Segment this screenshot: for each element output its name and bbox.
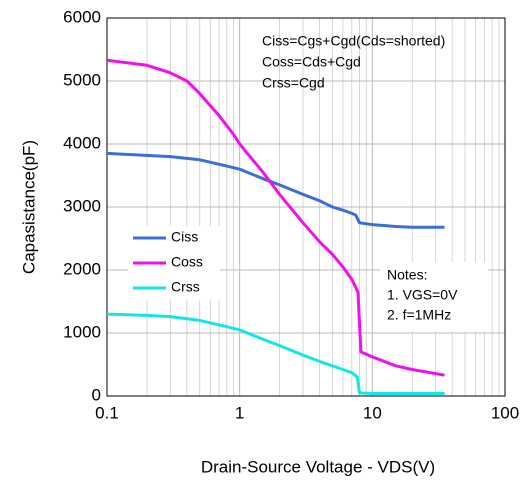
plot-frame bbox=[106, 17, 506, 397]
note: 2. f=1MHz bbox=[387, 307, 451, 323]
legend-label: Coss bbox=[171, 254, 203, 270]
x-tick-label: 10 bbox=[363, 403, 382, 422]
series-line bbox=[106, 58, 445, 377]
legend-label: Ciss bbox=[171, 229, 198, 245]
y-tick-label: 4000 bbox=[63, 133, 101, 152]
series-line bbox=[106, 151, 445, 229]
y-tick-label: 5000 bbox=[63, 70, 101, 89]
x-tick-label: 0.1 bbox=[95, 403, 119, 422]
note: Notes: bbox=[387, 267, 427, 283]
annotation: Coss=Cds+Cgd bbox=[262, 54, 361, 70]
x-tick-label: 100 bbox=[491, 403, 519, 422]
y-tick-label: 2000 bbox=[63, 259, 101, 278]
annotation: Crss=Cgd bbox=[262, 75, 325, 91]
legend-label: Crss bbox=[171, 279, 200, 295]
y-tick-label: 6000 bbox=[63, 7, 101, 26]
y-axis-label: Capasistance(pF) bbox=[19, 140, 38, 274]
series-line bbox=[106, 312, 445, 395]
notes-box bbox=[380, 262, 488, 332]
x-axis-label: Drain-Source Voltage - VDS(V) bbox=[201, 457, 435, 476]
annotation: Ciss=Cgs+Cgd(Cds=shorted) bbox=[262, 33, 445, 49]
y-tick-label: 3000 bbox=[63, 196, 101, 215]
x-tick-label: 1 bbox=[235, 403, 244, 422]
note: 1. VGS=0V bbox=[387, 287, 458, 303]
y-tick-label: 0 bbox=[92, 385, 101, 404]
y-tick-label: 1000 bbox=[63, 322, 101, 341]
